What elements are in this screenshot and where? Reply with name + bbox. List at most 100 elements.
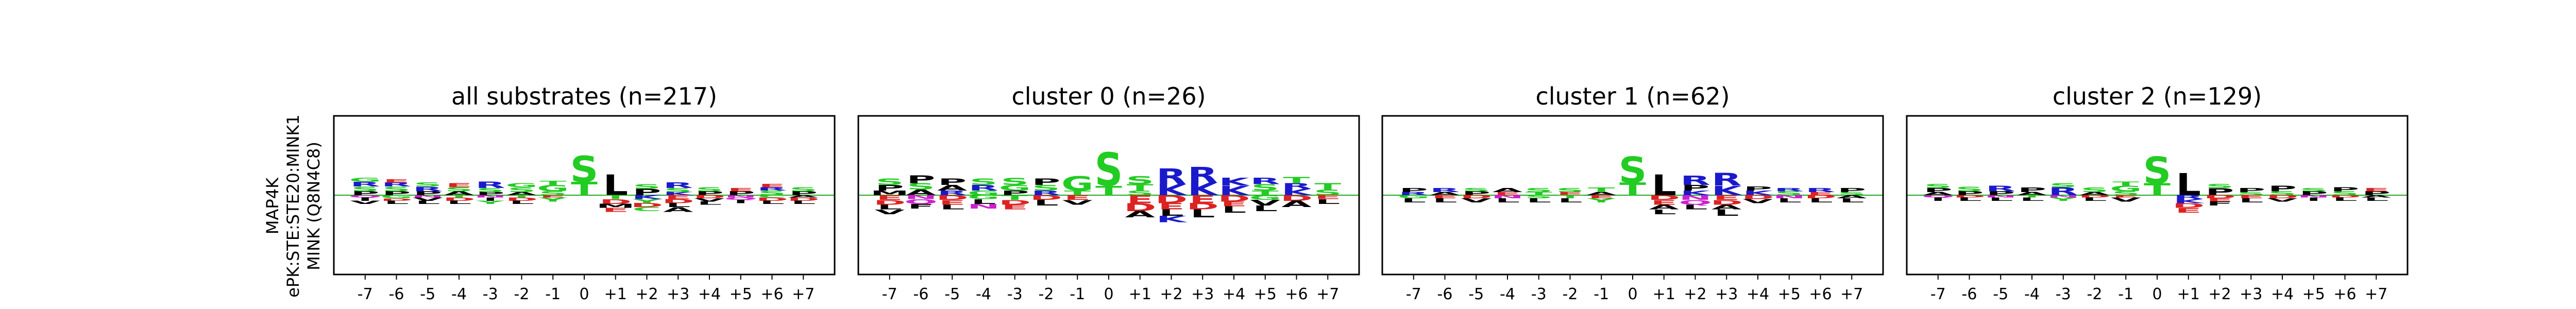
logo-letter-up: E	[759, 183, 786, 188]
logo-letter-up: S	[1126, 189, 1154, 197]
logo-letter-up: R	[1774, 187, 1804, 192]
logo-letter-down: L	[666, 202, 690, 208]
logo-panel-2: cluster 1 (n=62)RPGL-7AREL-6PSDV-5EANL-4…	[1381, 82, 1884, 303]
x-tick-label: -2	[1563, 285, 1578, 303]
logo-letter-up: R	[969, 183, 998, 192]
logo-letter-down: L	[791, 200, 816, 205]
logo-letter-down: E	[2207, 198, 2233, 203]
logo-letter-down: D	[1030, 194, 1062, 201]
logo-letter-up: S	[696, 186, 724, 193]
logo-letter-down: E	[2175, 207, 2202, 214]
logo-letter-up: S	[875, 177, 904, 187]
logo-letter-up: R	[413, 185, 443, 193]
x-tick-label: +2	[1160, 285, 1182, 303]
logo-letter-down: N	[724, 195, 757, 198]
logo-letter-up: P	[1001, 189, 1029, 197]
logo-letter-down: V	[1250, 198, 1281, 207]
logo-letter-down: L	[509, 200, 534, 205]
logo-letter-up: S	[1462, 187, 1490, 192]
logo-letter-down: N	[905, 194, 938, 200]
x-tick-label: -2	[2087, 285, 2103, 303]
x-tick-label: -7	[882, 285, 897, 303]
x-tick-label: -1	[1594, 285, 1609, 303]
logo-letter-down: D	[1124, 201, 1156, 214]
logo-letter-up: P	[907, 174, 936, 186]
logo-letter-up: S	[633, 183, 661, 191]
logo-letter-up: S	[2268, 190, 2297, 196]
logo-letter-up: P	[1986, 190, 2015, 196]
logo-letter-up: P	[1924, 187, 1953, 193]
x-tick-label: 0	[579, 285, 589, 303]
logo-letter-down: L	[1652, 208, 1676, 216]
logo-letter-down: F	[908, 202, 935, 210]
logo-letter-down: L	[2082, 197, 2107, 202]
logo-letter-down: E	[1314, 194, 1341, 200]
logo-letter-up: E	[727, 187, 754, 192]
logo-letter-down: G	[1249, 194, 1281, 201]
logo-letter-up: P	[938, 177, 967, 187]
logo-letter-up: S	[539, 190, 567, 196]
logo-letter-up: K	[1219, 183, 1251, 199]
logo-letter-down: Y	[538, 197, 567, 203]
logo-letter-up: G	[349, 177, 381, 183]
logo-letter-down: D	[936, 194, 969, 201]
x-tick-label: +4	[1223, 285, 1245, 303]
logo-letter-down: D	[1460, 194, 1493, 199]
x-tick-label: +3	[1191, 285, 1214, 303]
logo-letter-up: S	[789, 186, 818, 193]
logo-panels: all substrates (n=217)PSRGQIV-7PSREGDL-6…	[333, 82, 2409, 303]
logo-letter-up: R	[1031, 189, 1061, 197]
logo-letter-up: K	[1680, 189, 1711, 197]
logo-letter-up: G	[1061, 173, 1093, 195]
row-label-line-3: MINK (Q8N4C8)	[304, 142, 324, 270]
logo-letter-down: L	[2020, 197, 2044, 202]
logo-letter-down: D	[2078, 195, 2111, 198]
logo-letter-down: D	[2329, 195, 2361, 198]
logo-letter-down: V	[1743, 198, 1773, 204]
logo-letter-up: S	[1126, 174, 1154, 187]
logo-letter-up: A	[1430, 191, 1460, 196]
logo-letter-down: F	[2207, 200, 2233, 207]
logo-letter-down: G	[1398, 194, 1430, 199]
logo-letter-down: T	[1557, 194, 1584, 199]
logo-letter-down: D	[787, 197, 820, 202]
logo-letter-down: L	[415, 200, 440, 205]
logo-letter-up: A	[1493, 187, 1523, 193]
logo-letter-down: A	[2361, 195, 2392, 198]
logo-letter-up: S	[970, 177, 998, 187]
logo-letter-up: E	[1807, 191, 1834, 196]
logo-letter-up: S	[2206, 183, 2234, 189]
logo-letter-down: N	[967, 202, 1000, 210]
logo-letter-down: L	[1714, 208, 1739, 218]
logo-letter-up: S	[1838, 191, 1866, 196]
logo-letter-up: S	[1524, 187, 1553, 193]
logo-letter-down: E	[1713, 194, 1740, 201]
x-tick-label: +5	[1778, 285, 1801, 303]
x-tick-label: -5	[1468, 285, 1484, 303]
x-tick-label: +5	[1254, 285, 1277, 303]
logo-letter-up: E	[446, 182, 472, 188]
logo-letter-down: I	[1931, 197, 1945, 202]
logo-letter-up: P	[1032, 177, 1061, 187]
logo-letter-up: E	[383, 179, 410, 184]
x-tick-label: -7	[358, 285, 373, 303]
logo-letter-down: T	[1002, 194, 1028, 201]
x-tick-label: +2	[635, 285, 658, 303]
x-tick-label: +3	[1715, 285, 1738, 303]
logo-letter-up: M	[870, 189, 909, 197]
logo-letter-down: Q	[904, 198, 938, 205]
logo-letter-down: Y	[2048, 197, 2078, 202]
logo-letter-up: R	[1399, 191, 1429, 196]
x-tick-label: -5	[944, 285, 960, 303]
logo-letter-down: T	[2019, 195, 2045, 198]
logo-letter-up: S	[2299, 187, 2328, 192]
logo-letter-down: L	[1527, 197, 1551, 203]
logo-letter-down: D	[2172, 202, 2205, 210]
logo-letter-down: D	[1155, 193, 1188, 206]
logo-letter-down: G	[968, 194, 999, 200]
row-label-line-1: MAP4K	[263, 177, 282, 234]
x-tick-label: +7	[792, 285, 815, 303]
logo-letter-down: V	[2267, 198, 2298, 203]
x-tick-label: -4	[976, 285, 991, 303]
x-tick-label: 0	[1628, 285, 1637, 303]
